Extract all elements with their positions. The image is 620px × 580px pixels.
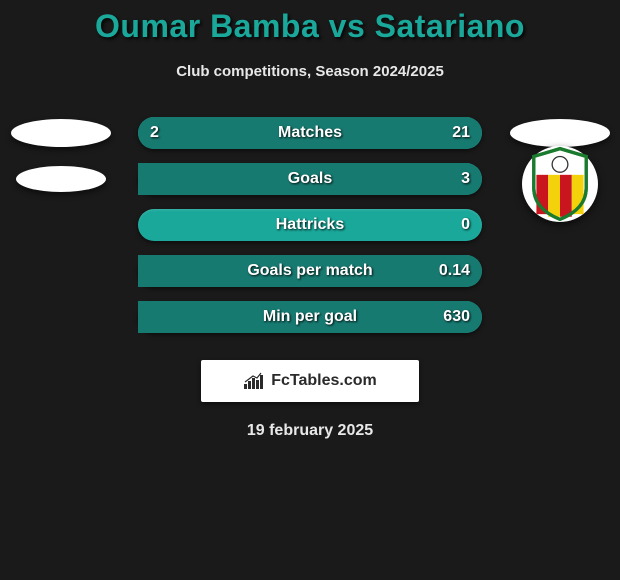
stat-bar: 2 Matches 21 bbox=[138, 117, 482, 149]
stat-bar: Min per goal 630 bbox=[138, 301, 482, 333]
stat-label: Goals per match bbox=[138, 262, 482, 280]
stat-value-right: 0.14 bbox=[439, 262, 470, 280]
stat-value-right: 630 bbox=[443, 308, 470, 326]
player-right-avatar bbox=[507, 119, 612, 147]
stat-label: Goals bbox=[138, 170, 482, 188]
stat-row: Hattricks 0 bbox=[0, 202, 620, 248]
brand-text: FcTables.com bbox=[271, 372, 377, 390]
stat-bar: Goals per match 0.14 bbox=[138, 255, 482, 287]
comparison-chart: 2 Matches 21 Goals 3 bbox=[0, 110, 620, 340]
stat-value-right: 3 bbox=[461, 170, 470, 188]
player-left-avatar bbox=[8, 119, 113, 147]
stat-label: Matches bbox=[138, 124, 482, 142]
avatar-placeholder-icon bbox=[16, 166, 106, 192]
stat-value-right: 21 bbox=[452, 124, 470, 142]
subtitle: Club competitions, Season 2024/2025 bbox=[0, 63, 620, 80]
page-title: Oumar Bamba vs Satariano bbox=[0, 0, 620, 45]
brand-badge[interactable]: FcTables.com bbox=[201, 360, 419, 402]
footer-date: 19 february 2025 bbox=[0, 422, 620, 440]
stat-bar: Goals 3 bbox=[138, 163, 482, 195]
avatar-placeholder-icon bbox=[11, 119, 111, 147]
stat-label: Hattricks bbox=[138, 216, 482, 234]
bar-chart-icon bbox=[243, 372, 265, 390]
avatar-placeholder-icon bbox=[510, 119, 610, 147]
stat-row: Goals 3 bbox=[0, 156, 620, 202]
stat-label: Min per goal bbox=[138, 308, 482, 326]
stat-value-right: 0 bbox=[461, 216, 470, 234]
stat-row: Goals per match 0.14 bbox=[0, 248, 620, 294]
stat-row: Min per goal 630 bbox=[0, 294, 620, 340]
stat-bar: Hattricks 0 bbox=[138, 209, 482, 241]
player-left-avatar bbox=[8, 166, 113, 192]
